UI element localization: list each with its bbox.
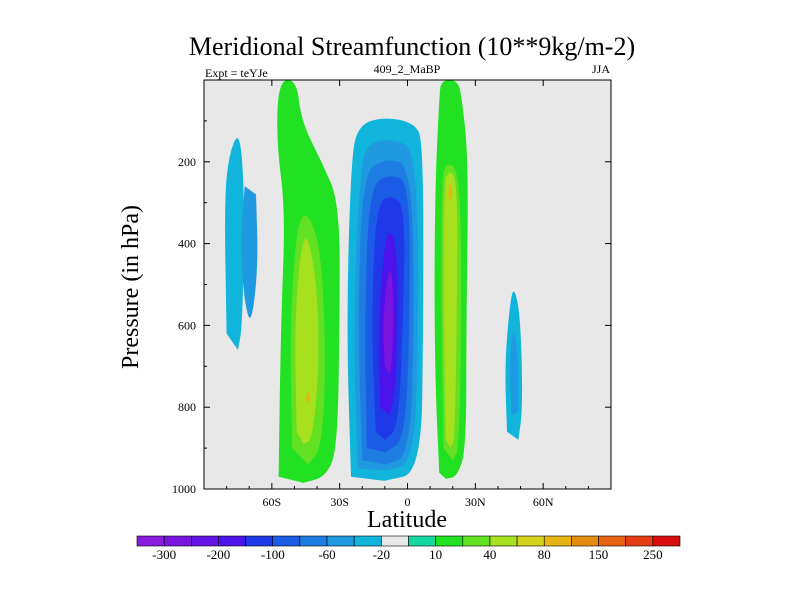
y-tick-label: 1000 — [172, 482, 196, 496]
colorbar-label: -60 — [318, 547, 335, 562]
chart-title: Meridional Streamfunction (10**9kg/m-2) — [189, 32, 635, 61]
colorbar-swatch — [652, 535, 681, 547]
season-label: JJA — [592, 62, 610, 76]
colorbar-swatch — [489, 535, 518, 547]
region-south-pos-peak — [306, 390, 311, 403]
colorbar-swatch — [625, 535, 654, 547]
colorbar-swatch — [571, 535, 599, 547]
x-tick-label: 0 — [405, 495, 411, 509]
colorbar-swatch — [435, 535, 464, 547]
colorbar-swatch — [326, 535, 355, 547]
colorbar-label: -100 — [261, 547, 285, 562]
colorbar-label: 40 — [483, 547, 496, 562]
x-tick-label: 60S — [262, 495, 281, 509]
colorbar-swatch — [353, 535, 382, 547]
plot-area: 60S 30S 0 30N 60N 200 400 600 800 1000 — [172, 79, 612, 509]
x-tick-label: 30N — [465, 495, 486, 509]
region-hadley-l8 — [383, 271, 394, 375]
region-north-neg-l3 — [510, 333, 519, 416]
colorbar-swatch — [163, 535, 192, 547]
x-tick-label: 60N — [533, 495, 554, 509]
colorbar-swatch — [299, 535, 328, 547]
colorbar-label: -200 — [206, 547, 230, 562]
colorbar-label: 10 — [429, 547, 442, 562]
colorbar-label: -300 — [152, 547, 176, 562]
colorbar-label: 250 — [643, 547, 663, 562]
y-tick-label: 200 — [178, 155, 196, 169]
colorbar-label: -20 — [373, 547, 390, 562]
region-south-upper-blob — [312, 80, 329, 131]
colorbar-label: 150 — [589, 547, 609, 562]
colorbar-swatch — [408, 535, 436, 547]
colorbar: -300 -200 -100 -60 -20 10 40 80 150 250 — [136, 535, 681, 562]
colorbar-swatch — [272, 535, 301, 547]
experiment-label: Expt = teYJe — [205, 66, 268, 80]
colorbar-swatch — [598, 535, 626, 547]
colorbar-label: 80 — [538, 547, 551, 562]
run-label: 409_2_MaBP — [374, 62, 441, 76]
colorbar-swatch — [381, 535, 409, 547]
colorbar-swatch — [136, 535, 165, 547]
y-tick-label: 600 — [178, 318, 196, 332]
region-south-outer-l3 — [241, 186, 258, 318]
colorbar-swatch — [245, 535, 274, 547]
y-axis-label: Pressure (in hPa) — [118, 205, 144, 369]
region-south-outer-l2 — [225, 138, 244, 350]
x-tick-label: 30S — [330, 495, 349, 509]
colorbar-swatch — [191, 535, 219, 547]
region-north-pos-l3 — [443, 172, 458, 449]
colorbar-swatch — [516, 535, 545, 547]
colorbar-swatch — [462, 535, 491, 547]
y-tick-label: 400 — [178, 237, 196, 251]
colorbar-swatch — [543, 535, 572, 547]
x-axis-label: Latitude — [367, 507, 447, 533]
y-tick-label: 800 — [178, 400, 196, 414]
colorbar-swatch — [218, 535, 246, 547]
region-south-pos-l3 — [295, 238, 319, 444]
region-north-pos-peak — [448, 182, 453, 201]
